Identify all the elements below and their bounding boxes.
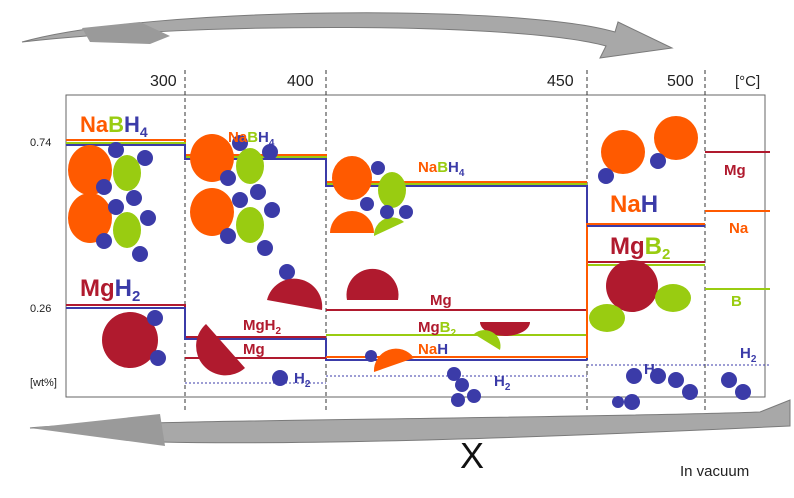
stage3-nah-label: NaH	[418, 341, 448, 358]
stage3-nabh4-label: NaBH4	[418, 159, 465, 179]
stage3-mgb2-label: MgB2	[418, 319, 457, 339]
stage3-particles	[330, 156, 530, 407]
stage1-nabh4-label: NaBH4	[80, 112, 148, 140]
nah-line-orange	[326, 223, 705, 358]
stage5-na-label: Na	[729, 220, 749, 237]
bottom-arrow-head	[30, 414, 165, 446]
stage4-nah-label: NaH	[610, 191, 658, 218]
bottom-cycle-arrow	[29, 399, 791, 444]
y-tick-074: 0.74	[30, 137, 51, 149]
stage2-nabh4-label: NaBH4	[228, 129, 275, 149]
y-tick-026: 0.26	[30, 303, 51, 315]
vacuum-note: In vacuum	[680, 463, 749, 480]
stage4-particles	[589, 116, 698, 410]
stage5-h2-label: H2	[740, 345, 757, 365]
plot-frame	[65, 94, 766, 398]
h2-dotted-lines	[185, 364, 770, 384]
temp-label-400: 400	[287, 73, 314, 90]
y-unit-label: [wt%]	[30, 377, 57, 389]
stage5-mg-label: Mg	[724, 162, 746, 179]
stage5-b-label: B	[731, 293, 742, 310]
temp-label-450: 450	[547, 73, 574, 90]
stage2-h2-label: H2	[294, 370, 311, 390]
stage4-h2-label: H2	[644, 361, 661, 381]
nabh4-line-blue	[66, 144, 588, 360]
stage3-mg-label: Mg	[430, 292, 452, 309]
stage1-particles	[68, 142, 166, 368]
top-arrow-tail	[82, 22, 170, 44]
stage2-particles	[190, 134, 323, 386]
stage2-mg-label: Mg	[243, 341, 265, 358]
temp-unit-label: [°C]	[735, 73, 760, 90]
stage3-h2-label: H2	[494, 373, 511, 393]
stage2-mgh2-label: MgH2	[243, 317, 282, 337]
stage4-mgb2-label: MgB2	[610, 233, 670, 263]
temp-label-500: 500	[667, 73, 694, 90]
top-cycle-arrow	[21, 12, 674, 59]
stage5-h2-particles	[721, 372, 751, 400]
cross-mark: X	[460, 435, 484, 476]
stage1-mgh2-label: MgH2	[80, 275, 140, 305]
temp-label-300: 300	[150, 73, 177, 90]
